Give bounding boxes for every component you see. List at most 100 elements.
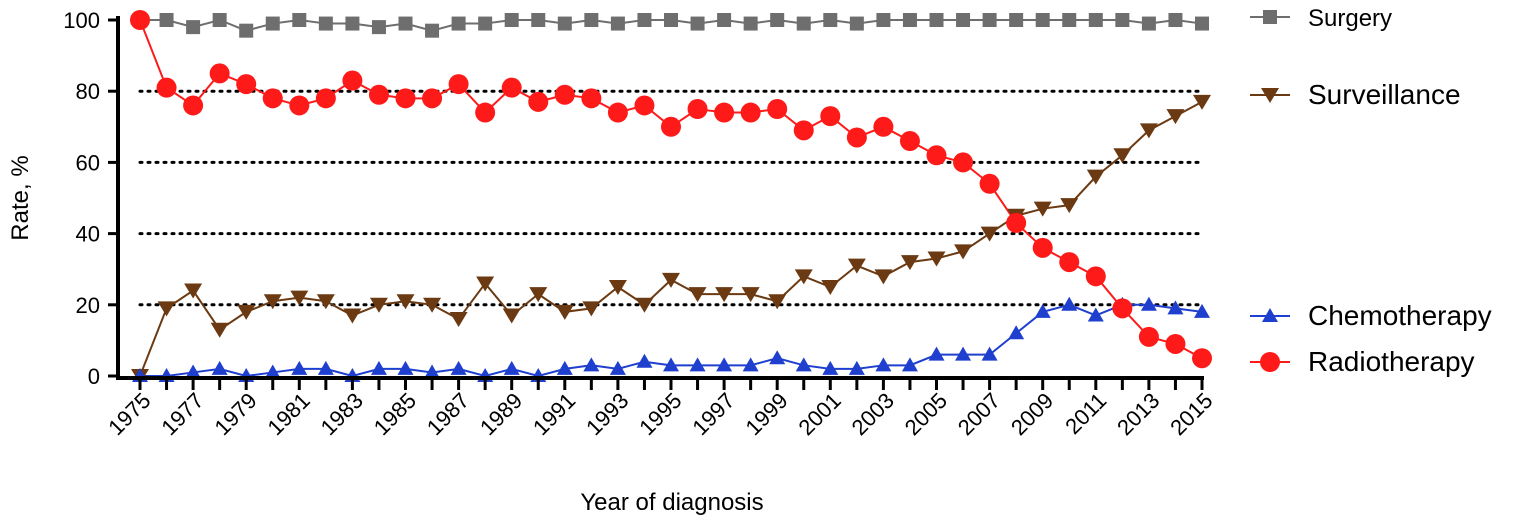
data-point-chemotherapy: [1194, 303, 1210, 318]
x-tick-label: 1981: [263, 388, 315, 440]
legend-marker-chemotherapy: [1262, 308, 1278, 322]
data-point-radiotherapy: [342, 70, 363, 91]
data-point-surveillance: [768, 294, 787, 310]
data-point-surveillance: [157, 301, 176, 317]
data-point-chemotherapy: [317, 360, 334, 375]
data-point-radiotherapy: [1192, 348, 1212, 369]
data-point-surveillance: [582, 301, 601, 317]
data-point-surveillance: [662, 272, 680, 288]
y-tick-label: 0: [88, 364, 100, 389]
data-point-radiotherapy: [1112, 298, 1133, 319]
x-tick-label: 1999: [740, 388, 792, 440]
data-point-radiotherapy: [1059, 252, 1080, 273]
data-point-radiotherapy: [687, 99, 708, 119]
x-tick-label: 1985: [369, 388, 421, 440]
data-point-radiotherapy: [130, 10, 150, 30]
x-tick-label: 1983: [316, 388, 368, 440]
x-tick-label: 1995: [634, 388, 686, 440]
data-point-surgery: [531, 13, 546, 27]
x-tick-label: 1993: [581, 388, 633, 440]
data-point-surveillance: [1060, 198, 1079, 214]
data-point-surveillance: [1139, 123, 1158, 139]
legend-marker-radiotherapy: [1260, 352, 1280, 372]
x-tick-label: 2009: [1006, 388, 1058, 440]
data-point-surveillance: [900, 255, 919, 271]
x-tick-label: 2005: [900, 388, 952, 440]
data-point-radiotherapy: [1138, 326, 1159, 347]
data-point-surgery: [717, 13, 732, 27]
data-point-radiotherapy: [209, 63, 230, 84]
data-point-surveillance: [980, 226, 999, 242]
x-tick-label: 1997: [687, 388, 739, 440]
data-point-radiotherapy: [714, 102, 735, 123]
x-tick-label: 2007: [953, 388, 1005, 440]
data-point-surgery: [823, 13, 838, 27]
x-axis-title: Year of diagnosis: [580, 489, 763, 516]
data-point-chemotherapy: [211, 360, 228, 375]
data-point-chemotherapy: [1087, 307, 1104, 322]
data-point-chemotherapy: [955, 346, 972, 361]
x-tick-label: 2001: [794, 388, 846, 440]
data-point-chemotherapy: [901, 357, 918, 372]
data-point-surgery: [292, 13, 307, 27]
axes: [116, 16, 1204, 380]
data-point-radiotherapy: [607, 102, 628, 123]
legend-label: Chemotherapy: [1308, 300, 1492, 331]
data-point-radiotherapy: [236, 74, 257, 95]
legend-marker-surveillance: [1261, 88, 1279, 103]
x-tick-label: 2003: [847, 388, 899, 440]
data-point-surveillance: [555, 304, 574, 320]
data-point-surveillance: [1033, 201, 1052, 217]
data-point-surgery: [1009, 13, 1024, 27]
data-point-chemotherapy: [928, 346, 945, 361]
data-point-radiotherapy: [926, 145, 947, 166]
x-tick-label: 1979: [209, 388, 261, 440]
data-point-surveillance: [954, 244, 973, 260]
data-point-surveillance: [343, 308, 362, 324]
data-point-surgery: [956, 13, 971, 27]
x-tick-label: 2011: [1060, 388, 1111, 439]
data-point-radiotherapy: [528, 91, 549, 112]
data-point-surveillance: [396, 294, 415, 310]
data-point-chemotherapy: [848, 360, 865, 375]
data-point-radiotherapy: [1032, 237, 1053, 258]
data-point-chemotherapy: [370, 360, 387, 375]
data-point-surveillance: [184, 283, 203, 299]
y-tick-label: 100: [63, 8, 100, 33]
data-point-surveillance: [316, 294, 335, 310]
data-point-chemotherapy: [716, 357, 733, 372]
data-point-chemotherapy: [1140, 296, 1157, 311]
data-point-radiotherapy: [475, 102, 496, 123]
data-point-surgery: [239, 23, 254, 38]
data-point-surgery: [849, 16, 864, 31]
data-point-radiotherapy: [262, 88, 283, 109]
legend-label: Surveillance: [1308, 79, 1461, 110]
data-point-surgery: [1088, 13, 1103, 27]
data-point-chemotherapy: [556, 360, 573, 375]
data-point-surgery: [1062, 13, 1077, 27]
data-point-radiotherapy: [448, 74, 469, 95]
data-point-surgery: [504, 13, 519, 27]
x-tick-label: 2013: [1112, 388, 1164, 440]
data-point-surgery: [876, 13, 891, 27]
data-point-radiotherapy: [873, 116, 894, 137]
data-point-surgery: [610, 16, 625, 31]
data-point-surgery: [743, 16, 758, 31]
data-point-surveillance: [476, 276, 495, 292]
data-point-chemotherapy: [769, 350, 786, 365]
x-tick-label: 1991: [528, 388, 580, 440]
data-point-surveillance: [1166, 109, 1185, 125]
data-point-chemotherapy: [450, 360, 467, 375]
data-point-surveillance: [290, 290, 309, 306]
data-point-chemotherapy: [609, 360, 626, 375]
data-point-radiotherapy: [899, 131, 920, 152]
data-point-radiotherapy: [289, 95, 310, 116]
data-point-surgery: [1195, 16, 1209, 31]
legend-item-surveillance: Surveillance: [1250, 79, 1461, 110]
data-point-radiotherapy: [953, 152, 974, 173]
data-point-surveillance: [1193, 94, 1211, 110]
data-point-chemotherapy: [742, 357, 759, 372]
data-point-radiotherapy: [315, 88, 336, 109]
data-point-surgery: [1141, 16, 1156, 31]
data-point-radiotherapy: [368, 84, 389, 105]
